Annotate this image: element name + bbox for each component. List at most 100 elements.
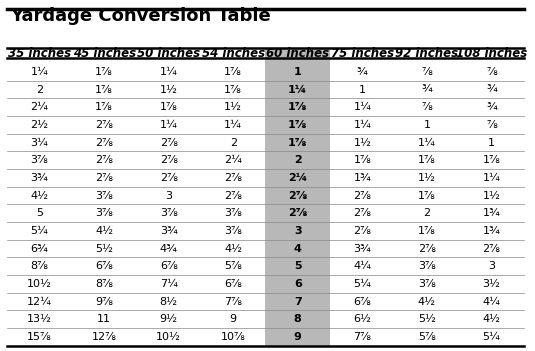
Text: 1¼: 1¼: [160, 67, 178, 77]
Text: 9⅞: 9⅞: [95, 297, 113, 306]
Text: ¾: ¾: [486, 85, 497, 95]
Text: ⅞: ⅞: [486, 67, 497, 77]
Text: 3: 3: [294, 226, 302, 236]
Text: 1½: 1½: [353, 138, 371, 148]
Text: 1¼: 1¼: [30, 67, 49, 77]
Text: ¾: ¾: [357, 67, 368, 77]
Text: 3¾: 3¾: [30, 173, 49, 183]
Text: ⅞: ⅞: [422, 102, 432, 112]
Text: 6: 6: [294, 279, 302, 289]
Text: 1½: 1½: [483, 191, 500, 201]
Text: 75 inches: 75 inches: [331, 46, 394, 60]
Text: 2⅞: 2⅞: [224, 173, 242, 183]
Text: 2¼: 2¼: [30, 102, 49, 112]
Text: ¾: ¾: [486, 102, 497, 112]
Text: 2⅞: 2⅞: [483, 244, 500, 254]
Text: 4¼: 4¼: [483, 297, 500, 306]
Text: 1½: 1½: [160, 85, 178, 95]
Text: 1⅞: 1⅞: [288, 138, 308, 148]
Text: 1⅞: 1⅞: [418, 226, 435, 236]
Text: 7¼: 7¼: [159, 279, 178, 289]
Text: 3⅞: 3⅞: [160, 208, 178, 218]
Text: 2½: 2½: [30, 120, 49, 130]
Text: 1⅞: 1⅞: [288, 120, 308, 130]
Text: 2⅞: 2⅞: [288, 191, 308, 201]
Text: 5⅞: 5⅞: [224, 261, 242, 271]
Text: 4½: 4½: [30, 191, 49, 201]
Text: 2: 2: [36, 85, 43, 95]
Text: 5⅞: 5⅞: [418, 332, 435, 342]
Text: 1: 1: [294, 67, 302, 77]
Text: 92 inches: 92 inches: [395, 46, 458, 60]
Text: ¾: ¾: [422, 85, 432, 95]
Text: 7⅞: 7⅞: [353, 332, 371, 342]
Text: 5¼: 5¼: [353, 279, 371, 289]
Text: 2⅞: 2⅞: [95, 173, 113, 183]
Text: 6⅞: 6⅞: [95, 261, 113, 271]
Text: Yardage Conversion Table: Yardage Conversion Table: [10, 7, 271, 25]
Text: 4¼: 4¼: [353, 261, 371, 271]
Text: 8: 8: [294, 314, 302, 324]
Text: 5¼: 5¼: [483, 332, 500, 342]
Text: 35 inches: 35 inches: [8, 46, 71, 60]
Text: 1⅞: 1⅞: [160, 102, 178, 112]
Text: 7: 7: [294, 297, 302, 306]
Text: 8⅞: 8⅞: [30, 261, 49, 271]
Text: 9: 9: [230, 314, 237, 324]
Text: 2: 2: [294, 155, 302, 165]
Text: 10½: 10½: [27, 279, 52, 289]
Text: 12¼: 12¼: [27, 297, 52, 306]
Text: 1: 1: [488, 138, 495, 148]
Text: 10½: 10½: [156, 332, 181, 342]
Text: 54 inches: 54 inches: [202, 46, 265, 60]
Text: 1⅞: 1⅞: [95, 102, 113, 112]
Text: 2⅞: 2⅞: [95, 155, 113, 165]
Text: ⅞: ⅞: [422, 67, 432, 77]
Text: 5½: 5½: [418, 314, 436, 324]
Text: 4: 4: [294, 244, 302, 254]
Text: 2⅞: 2⅞: [160, 155, 178, 165]
Text: 5½: 5½: [95, 244, 113, 254]
Text: 6⅞: 6⅞: [160, 261, 178, 271]
Text: 3: 3: [488, 261, 495, 271]
Text: 2¼: 2¼: [224, 155, 242, 165]
Text: 4½: 4½: [95, 226, 113, 236]
Text: 1⅞: 1⅞: [483, 155, 500, 165]
Text: 1⅞: 1⅞: [224, 85, 242, 95]
Text: 1¼: 1¼: [483, 173, 500, 183]
Text: 3⅞: 3⅞: [224, 208, 242, 218]
Text: 6⅞: 6⅞: [224, 279, 242, 289]
Text: 6½: 6½: [353, 314, 371, 324]
Text: 6⅞: 6⅞: [354, 297, 371, 306]
Text: 2¼: 2¼: [288, 173, 308, 183]
Text: 2⅞: 2⅞: [353, 208, 371, 218]
Text: 4¾: 4¾: [159, 244, 178, 254]
Text: 4½: 4½: [483, 314, 500, 324]
Text: 1¼: 1¼: [353, 102, 371, 112]
Text: 1¾: 1¾: [353, 173, 371, 183]
Text: 3¾: 3¾: [160, 226, 178, 236]
Text: 2: 2: [423, 208, 430, 218]
Text: 2⅞: 2⅞: [160, 173, 178, 183]
Text: 1¼: 1¼: [353, 120, 371, 130]
Text: 10⅞: 10⅞: [221, 332, 246, 342]
Text: 1¼: 1¼: [418, 138, 436, 148]
Text: 3½: 3½: [483, 279, 500, 289]
Text: 1½: 1½: [418, 173, 436, 183]
Text: 3: 3: [165, 191, 172, 201]
Text: 2⅞: 2⅞: [353, 191, 371, 201]
Text: 60 inches: 60 inches: [266, 46, 330, 60]
Text: 50 inches: 50 inches: [137, 46, 200, 60]
Text: 1⅞: 1⅞: [95, 85, 113, 95]
Text: 3⅞: 3⅞: [95, 208, 113, 218]
Text: 1⅞: 1⅞: [288, 102, 308, 112]
Text: 3⅞: 3⅞: [224, 226, 242, 236]
Text: 15⅞: 15⅞: [27, 332, 52, 342]
Text: 1¼: 1¼: [160, 120, 178, 130]
Text: 2: 2: [230, 138, 237, 148]
Text: 45 inches: 45 inches: [73, 46, 136, 60]
Text: 108 inches: 108 inches: [456, 46, 527, 60]
Bar: [265, 48, 330, 346]
Text: 5: 5: [294, 261, 302, 271]
Text: 1⅞: 1⅞: [354, 155, 371, 165]
